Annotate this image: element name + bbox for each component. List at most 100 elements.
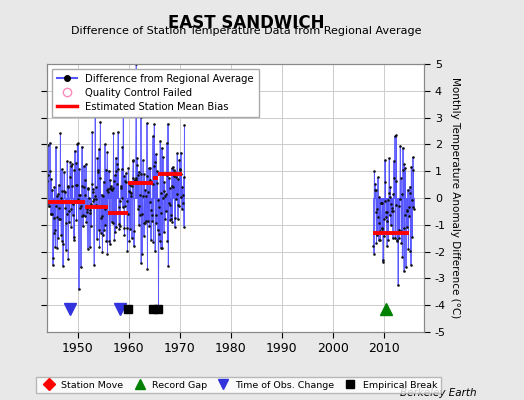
Point — [173, 216, 182, 222]
Point — [82, 219, 91, 226]
Point — [374, 174, 382, 181]
Point — [154, 308, 162, 314]
Point — [156, 245, 165, 251]
Point — [96, 118, 104, 125]
Point — [373, 206, 381, 212]
Point — [100, 178, 108, 185]
Point — [80, 183, 89, 190]
Point — [150, 121, 158, 127]
Point — [51, 226, 59, 233]
Point — [92, 196, 101, 202]
Point — [165, 174, 173, 181]
Point — [89, 189, 97, 195]
Point — [385, 190, 393, 196]
Point — [66, 159, 74, 165]
Point — [379, 259, 387, 265]
Point — [109, 220, 117, 226]
Point — [120, 225, 128, 231]
Point — [157, 190, 166, 197]
Point — [159, 194, 167, 201]
Point — [130, 177, 139, 183]
Point — [121, 232, 129, 238]
Point — [176, 166, 184, 172]
Point — [406, 247, 414, 254]
Point — [374, 213, 383, 220]
Point — [386, 212, 394, 218]
Point — [49, 214, 58, 221]
Point — [390, 158, 398, 164]
Point — [96, 174, 104, 181]
Point — [57, 195, 65, 202]
Point — [177, 194, 185, 200]
Point — [102, 166, 110, 173]
Point — [64, 208, 73, 215]
Point — [122, 170, 130, 176]
Point — [395, 226, 403, 233]
Point — [124, 210, 132, 217]
Point — [80, 213, 89, 220]
Point — [136, 114, 145, 120]
Point — [102, 238, 111, 244]
Point — [71, 148, 79, 154]
Point — [134, 206, 143, 212]
Point — [97, 191, 106, 198]
Point — [375, 194, 384, 200]
Point — [408, 154, 417, 160]
Point — [161, 216, 169, 222]
Point — [399, 224, 408, 231]
Point — [152, 179, 161, 186]
Point — [388, 208, 396, 214]
Point — [385, 155, 394, 161]
Point — [392, 132, 400, 138]
Point — [394, 282, 402, 288]
Point — [112, 167, 120, 174]
Point — [134, 168, 143, 175]
Point — [84, 186, 93, 192]
Point — [173, 150, 181, 157]
Point — [134, 172, 142, 178]
Point — [86, 210, 94, 216]
Point — [378, 200, 387, 206]
Point — [138, 251, 146, 257]
Point — [379, 257, 387, 264]
Point — [147, 211, 156, 218]
Point — [85, 244, 94, 250]
Point — [398, 254, 407, 260]
Point — [149, 239, 158, 245]
Point — [118, 194, 126, 201]
Point — [79, 223, 87, 229]
Point — [405, 213, 413, 220]
Point — [397, 228, 405, 235]
Point — [384, 237, 392, 244]
Point — [52, 192, 61, 199]
Point — [53, 214, 61, 220]
Point — [58, 237, 66, 244]
Point — [67, 206, 75, 212]
Point — [172, 174, 180, 180]
Point — [69, 212, 77, 218]
Point — [169, 184, 178, 190]
Point — [386, 194, 394, 201]
Point — [84, 184, 92, 191]
Point — [124, 165, 133, 171]
Point — [158, 144, 166, 151]
Point — [106, 184, 115, 191]
Point — [396, 143, 405, 149]
Point — [128, 182, 136, 189]
Point — [405, 204, 413, 210]
Point — [140, 220, 149, 227]
Point — [81, 177, 89, 183]
Point — [401, 165, 410, 172]
Point — [59, 263, 67, 270]
Point — [73, 196, 82, 202]
Point — [116, 223, 124, 230]
Point — [400, 268, 408, 274]
Point — [132, 60, 140, 67]
Point — [174, 202, 183, 208]
Point — [408, 197, 416, 203]
Point — [83, 246, 92, 252]
Point — [386, 184, 395, 190]
Point — [370, 181, 379, 187]
Point — [158, 245, 167, 251]
Point — [129, 158, 138, 164]
